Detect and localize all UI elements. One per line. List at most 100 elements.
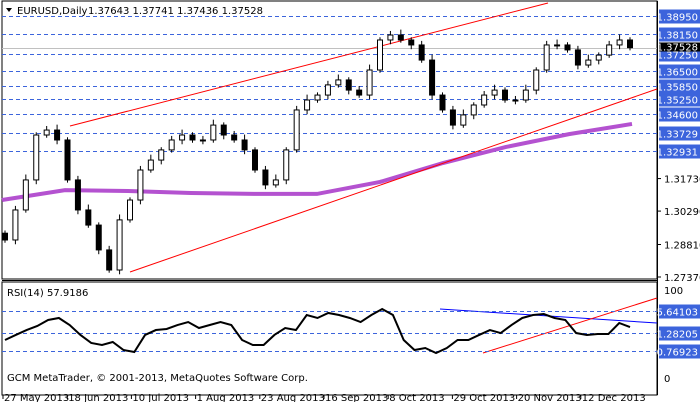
candle: [33, 132, 40, 185]
candle: [564, 42, 571, 53]
candle: [22, 174, 29, 213]
candle: [439, 92, 446, 113]
candle: [397, 29, 404, 43]
candle: [429, 54, 436, 100]
candle: [189, 132, 196, 143]
bullish-candle-body: [616, 39, 623, 46]
date-tick-label: 20 Nov 2013: [518, 393, 582, 402]
symbol-label: EURUSD,Daily: [17, 6, 88, 17]
price-tick-label: 1.28810: [664, 240, 700, 251]
candle: [522, 84, 529, 103]
candle: [43, 125, 50, 138]
bearish-candle-body: [439, 94, 446, 111]
bearish-candle-body: [220, 124, 227, 136]
moving-average-line: [1, 121, 633, 203]
price-level-label-box: [659, 126, 700, 141]
price-level-label-box: [659, 107, 700, 122]
candle: [491, 84, 498, 100]
price-level-label: 1.34600: [657, 111, 698, 122]
rsi-level-label: 51.28205: [650, 330, 698, 341]
candle: [449, 105, 456, 130]
bearish-candle-body: [74, 179, 81, 211]
bullish-candle-body: [324, 84, 331, 96]
bearish-candle-body: [54, 129, 61, 141]
candle: [158, 147, 165, 165]
price-tick-label: 1.30290: [664, 207, 700, 218]
bullish-candle-body: [335, 79, 342, 86]
candle: [272, 174, 279, 188]
rsi-tick-label: 100: [664, 286, 683, 297]
bullish-candle-body: [147, 159, 154, 171]
price-level-label: 1.38150: [657, 31, 698, 42]
price-level-label: 1.33729: [657, 130, 698, 141]
bullish-candle-body: [595, 54, 602, 61]
bearish-candle-body: [262, 169, 269, 186]
candle: [554, 39, 561, 50]
current-price-label-box: [659, 42, 700, 52]
current-price-label: 1.37528: [657, 43, 698, 54]
price-level-label: 1.32931: [657, 148, 698, 159]
date-tick-label: 10 Jul 2013: [132, 393, 189, 402]
collapse-triangle-icon[interactable]: [6, 8, 12, 12]
bullish-candle-body: [304, 99, 311, 111]
bearish-candle-body: [95, 224, 102, 251]
candle: [2, 230, 8, 243]
bullish-candle-body: [533, 69, 540, 91]
bullish-candle-body: [387, 34, 394, 41]
bearish-candle-body: [356, 89, 363, 96]
price-level-label: 1.35850: [657, 83, 698, 94]
bearish-candle-body: [64, 139, 71, 181]
candle: [147, 154, 154, 173]
bearish-candle-body: [449, 109, 456, 126]
candle: [616, 34, 623, 50]
rsi-level-label-box: [659, 344, 700, 359]
rsi-level-label: 30.76923: [650, 348, 698, 359]
date-tick-label: 1 Aug 2013: [197, 393, 255, 402]
rsi-level-label: 75.64103: [650, 308, 698, 319]
candle: [137, 165, 144, 205]
date-tick-label: 18 Jun 2013: [68, 393, 128, 402]
date-tick-label: 16 Sep 2013: [325, 393, 388, 402]
candle: [627, 37, 633, 51]
candle: [231, 130, 238, 143]
bullish-candle-body: [33, 134, 40, 181]
candle: [574, 45, 581, 70]
bearish-candle-body: [231, 134, 238, 141]
candle: [366, 64, 373, 100]
upper-channel-trendline[interactable]: [69, 2, 549, 127]
bullish-candle-body: [116, 219, 123, 271]
lower-channel-trendline[interactable]: [129, 88, 658, 273]
bullish-candle-body: [366, 69, 373, 96]
price-level-label-box: [659, 27, 700, 42]
bullish-candle-body: [168, 139, 175, 151]
bullish-candle-body: [606, 44, 613, 56]
candle: [314, 92, 321, 103]
candle: [283, 147, 290, 185]
price-level-label-box: [659, 9, 700, 24]
candle: [64, 137, 71, 183]
price-level-label: 1.38950: [657, 13, 698, 24]
date-tick-label: 29 Oct 2013: [453, 393, 515, 402]
candle: [106, 245, 113, 273]
rsi-level-label-box: [659, 326, 700, 341]
candle: [543, 40, 550, 73]
price-level-label: 1.37250: [657, 51, 698, 62]
price-level-label-box: [659, 79, 700, 94]
bullish-candle-body: [554, 44, 561, 47]
bearish-candle-body: [418, 44, 425, 61]
bullish-candle-body: [272, 179, 279, 186]
candle: [324, 80, 331, 100]
date-tick-label: 8 Oct 2013: [389, 393, 444, 402]
date-tick-label: 27 May 2013: [4, 393, 69, 402]
bullish-candle-body: [22, 179, 29, 211]
candle: [470, 102, 477, 120]
date-tick-label: 23 Aug 2013: [261, 393, 325, 402]
bearish-candle-body: [2, 232, 8, 241]
price-level-label: 1.35250: [657, 96, 698, 107]
bearish-candle-body: [85, 209, 92, 226]
bullish-candle-body: [491, 89, 498, 96]
bearish-candle-body: [502, 89, 508, 101]
candle: [460, 109, 467, 128]
candle: [377, 37, 383, 73]
bearish-candle-body: [564, 44, 571, 51]
